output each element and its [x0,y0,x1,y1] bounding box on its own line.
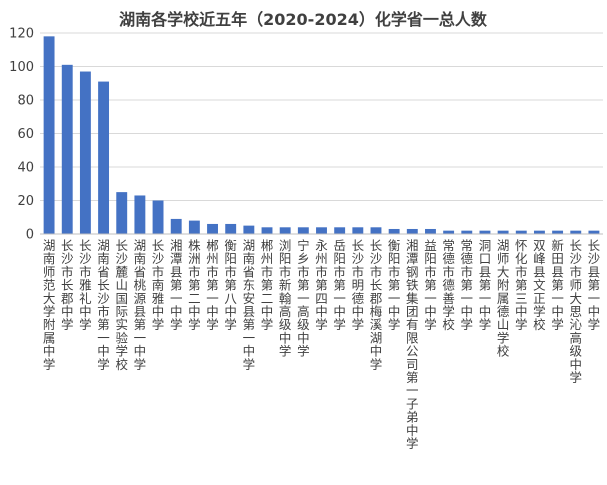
x-tick-label: 湖南省桃源县第一中学 [134,238,147,372]
bar [570,230,582,234]
x-tick-label: 岳阳市第一中学 [333,238,346,332]
y-tick-label: 40 [17,161,34,176]
bar [316,227,327,234]
bar [425,228,436,234]
bar [479,230,491,234]
bar [443,230,455,234]
x-tick-label: 株洲市第二中学 [188,238,201,332]
bar [207,223,218,234]
y-tick-label: 80 [17,94,34,109]
bar [552,230,564,234]
x-tick-label: 衡阳市第一中学 [388,238,401,332]
bar [152,200,164,234]
x-tick-label: 湖南省长沙市第一中学 [97,238,110,372]
x-tick-label: 长沙麓山国际实验学校 [115,238,128,372]
x-tick-label: 双峰县文正学校 [533,238,546,332]
chart-title: 湖南各学校近五年（2020-2024）化学省一总人数 [119,10,488,29]
x-tick-label: 湘潭县第一中学 [170,238,183,332]
x-tick-label: 湖南师范大学附属中学 [43,238,56,372]
bar [515,230,527,234]
bar [225,223,237,234]
bar [79,71,91,235]
y-tick-label: 20 [17,194,34,209]
x-tick-label: 长沙市师大思沁高级中学 [570,238,583,385]
bar [497,230,509,234]
bar [43,36,55,234]
x-tick-label: 湖师大附属德山学校 [497,238,510,359]
bar [279,227,291,234]
x-tick-label: 湘潭钢铁集团有限公司第一子弟中学 [406,238,419,451]
y-tick-label: 100 [9,60,34,75]
x-tick-label: 长沙县第一中学 [588,238,601,332]
x-tick-label: 宁乡市第一高级中学 [297,238,310,359]
bar [352,227,364,234]
bar [134,195,146,234]
x-tick-label: 浏阳市新翰高级中学 [279,238,292,359]
x-tick-label: 洞口县第一中学 [479,238,492,332]
bar [334,227,346,234]
x-tick-label: 长沙市明德中学 [352,238,365,332]
x-tick-label: 郴州市第一中学 [206,238,219,332]
bar [297,227,309,234]
x-tick-label: 郴州市第二中学 [261,238,274,332]
x-tick-label: 长沙市长郡中学 [61,238,74,332]
gridlines [40,32,603,201]
x-tick-label: 长沙市雅礼中学 [79,238,92,332]
x-axis: 湖南师范大学附属中学长沙市长郡中学长沙市雅礼中学湖南省长沙市第一中学长沙麓山国际… [43,238,601,451]
bar [588,230,600,234]
x-tick-label: 湖南省东安县第一中学 [243,238,256,372]
bar [188,220,200,234]
bar [98,81,110,234]
x-tick-label: 怀化市第三中学 [515,238,528,332]
x-tick-label: 常德市德善学校 [442,238,455,332]
bar [461,230,473,234]
x-tick-label: 常德市第一中学 [461,238,474,332]
y-tick-label: 120 [9,27,34,42]
bar [243,225,255,234]
bar [116,192,128,234]
bar [533,230,545,234]
y-tick-label: 0 [26,228,34,243]
x-tick-label: 衡阳市第八中学 [224,238,237,332]
x-tick-label: 新田县第一中学 [551,238,564,332]
x-tick-label: 长沙市长郡梅溪湖中学 [370,238,383,372]
bar [261,227,273,234]
x-tick-label: 长沙市南雅中学 [152,238,165,332]
x-tick-label: 永州市第四中学 [315,238,328,332]
bar [370,227,382,234]
bar [61,64,73,234]
bars [43,36,600,235]
x-tick-label: 益阳市第一中学 [424,238,437,332]
y-tick-label: 60 [17,127,34,142]
bar [170,218,182,234]
bar [406,228,418,234]
bar [388,228,400,234]
y-axis: 0 20 40 60 80 100 120 [9,27,34,243]
